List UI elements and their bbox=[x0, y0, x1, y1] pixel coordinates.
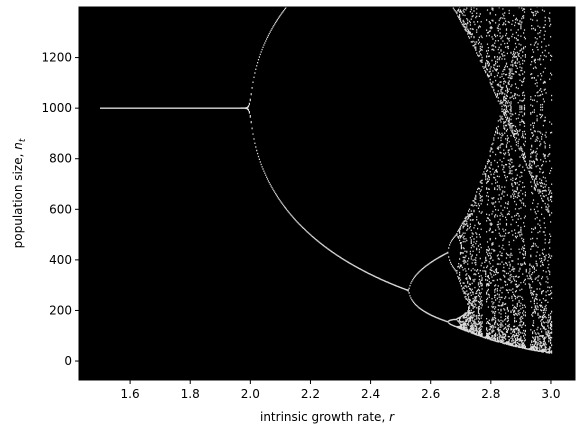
x-axis-label-main: intrinsic growth rate, bbox=[260, 410, 389, 424]
y-tick-label: 600 bbox=[49, 202, 72, 216]
population-points bbox=[100, 0, 553, 354]
x-tick-label: 1.8 bbox=[181, 387, 200, 401]
y-tick-label: 1200 bbox=[41, 51, 72, 65]
y-axis-label-main: population size, bbox=[11, 150, 25, 249]
x-tick-label: 2.0 bbox=[241, 387, 260, 401]
x-tick-label: 2.8 bbox=[481, 387, 500, 401]
x-axis-label: intrinsic growth rate, r bbox=[260, 410, 395, 424]
data-points bbox=[100, 0, 553, 354]
y-axis-label-var: n bbox=[11, 142, 25, 150]
y-axis-label: population size, nt bbox=[11, 138, 28, 248]
x-tick-label: 3.0 bbox=[541, 387, 560, 401]
x-tick-label: 2.2 bbox=[301, 387, 320, 401]
x-tick-label: 2.6 bbox=[421, 387, 440, 401]
y-axis-ticks: 0 200 400 600 800 1000 1200 bbox=[41, 51, 79, 368]
y-tick-label: 800 bbox=[49, 152, 72, 166]
x-axis-label-var: r bbox=[389, 410, 395, 424]
x-tick-label: 1.6 bbox=[121, 387, 140, 401]
y-tick-label: 400 bbox=[49, 253, 72, 267]
x-axis-ticks: 1.6 1.8 2.0 2.2 2.4 2.6 2.8 3.0 bbox=[121, 380, 560, 401]
plot-frame bbox=[78, 6, 576, 381]
y-tick-label: 200 bbox=[49, 303, 72, 317]
y-tick-label: 0 bbox=[64, 354, 72, 368]
y-axis-label-sub: t bbox=[18, 138, 28, 142]
y-tick-label: 1000 bbox=[41, 101, 72, 115]
x-tick-label: 2.4 bbox=[361, 387, 380, 401]
